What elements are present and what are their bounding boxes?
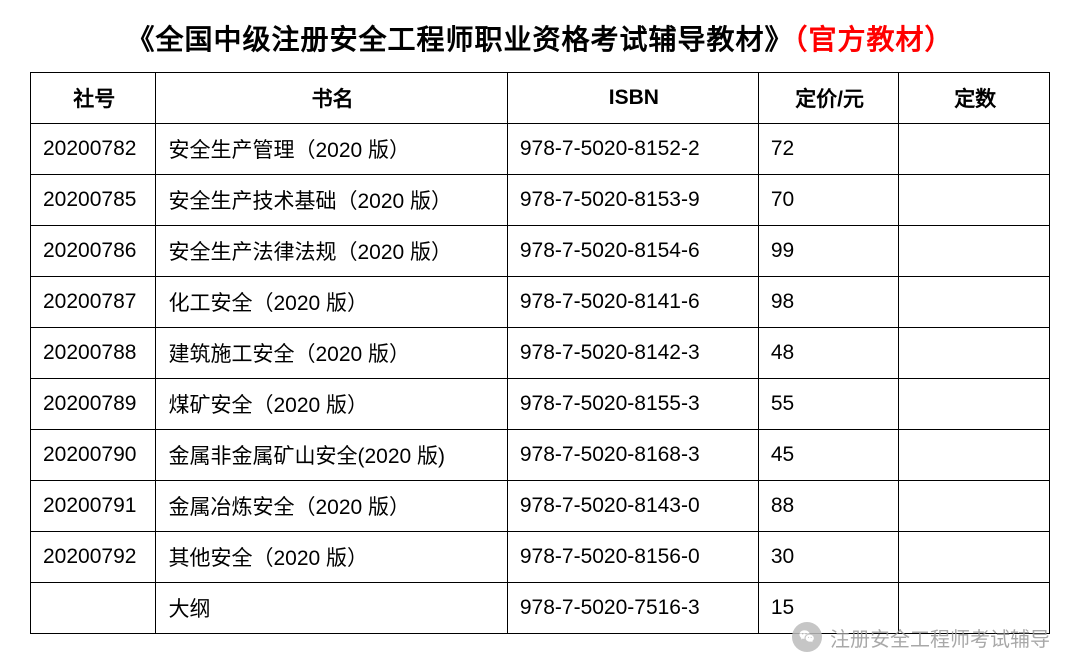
page-title: 《全国中级注册安全工程师职业资格考试辅导教材》（官方教材） [30,18,1050,58]
cell-qty [899,277,1050,328]
col-header-qty: 定数 [899,73,1050,124]
cell-qty [899,430,1050,481]
wechat-icon [792,622,822,652]
watermark-text: 注册安全工程师考试辅导 [830,623,1050,652]
cell-price: 55 [758,379,899,430]
cell-price: 98 [758,277,899,328]
watermark: 注册安全工程师考试辅导 [792,622,1050,652]
col-header-isbn: ISBN [507,73,758,124]
textbook-table: 社号 书名 ISBN 定价/元 定数 20200782安全生产管理（2020 版… [30,72,1050,634]
cell-price: 30 [758,532,899,583]
cell-price: 48 [758,328,899,379]
cell-isbn: 978-7-5020-8141-6 [507,277,758,328]
cell-id: 20200782 [31,124,156,175]
cell-name: 化工安全（2020 版） [156,277,507,328]
col-header-price: 定价/元 [758,73,899,124]
table-row: 20200788建筑施工安全（2020 版）978-7-5020-8142-34… [31,328,1050,379]
table-row: 20200785安全生产技术基础（2020 版）978-7-5020-8153-… [31,175,1050,226]
title-suffix: （官方教材） [794,24,954,55]
cell-qty [899,532,1050,583]
cell-name: 建筑施工安全（2020 版） [156,328,507,379]
cell-id: 20200785 [31,175,156,226]
cell-price: 88 [758,481,899,532]
cell-name: 安全生产法律法规（2020 版） [156,226,507,277]
table-row: 20200790金属非金属矿山安全(2020 版)978-7-5020-8168… [31,430,1050,481]
cell-isbn: 978-7-5020-7516-3 [507,583,758,634]
cell-isbn: 978-7-5020-8168-3 [507,430,758,481]
cell-qty [899,226,1050,277]
cell-name: 安全生产技术基础（2020 版） [156,175,507,226]
cell-qty [899,124,1050,175]
col-header-name: 书名 [156,73,507,124]
cell-isbn: 978-7-5020-8154-6 [507,226,758,277]
cell-qty [899,175,1050,226]
cell-qty [899,328,1050,379]
cell-isbn: 978-7-5020-8153-9 [507,175,758,226]
cell-id [31,583,156,634]
table-row: 20200782安全生产管理（2020 版）978-7-5020-8152-27… [31,124,1050,175]
table-row: 20200786安全生产法律法规（2020 版）978-7-5020-8154-… [31,226,1050,277]
cell-price: 45 [758,430,899,481]
table-header-row: 社号 书名 ISBN 定价/元 定数 [31,73,1050,124]
cell-name: 金属非金属矿山安全(2020 版) [156,430,507,481]
cell-id: 20200787 [31,277,156,328]
cell-price: 72 [758,124,899,175]
cell-name: 其他安全（2020 版） [156,532,507,583]
table-row: 20200792其他安全（2020 版）978-7-5020-8156-030 [31,532,1050,583]
col-header-id: 社号 [31,73,156,124]
cell-price: 70 [758,175,899,226]
cell-isbn: 978-7-5020-8156-0 [507,532,758,583]
cell-isbn: 978-7-5020-8155-3 [507,379,758,430]
cell-name: 煤矿安全（2020 版） [156,379,507,430]
table-row: 20200789煤矿安全（2020 版）978-7-5020-8155-355 [31,379,1050,430]
table-row: 20200787化工安全（2020 版）978-7-5020-8141-698 [31,277,1050,328]
cell-id: 20200789 [31,379,156,430]
cell-isbn: 978-7-5020-8152-2 [507,124,758,175]
table-row: 20200791金属冶炼安全（2020 版）978-7-5020-8143-08… [31,481,1050,532]
cell-name: 安全生产管理（2020 版） [156,124,507,175]
cell-isbn: 978-7-5020-8142-3 [507,328,758,379]
cell-name: 金属冶炼安全（2020 版） [156,481,507,532]
cell-id: 20200792 [31,532,156,583]
cell-qty [899,481,1050,532]
cell-id: 20200791 [31,481,156,532]
title-main: 《全国中级注册安全工程师职业资格考试辅导教材》 [126,24,793,55]
cell-id: 20200788 [31,328,156,379]
cell-id: 20200790 [31,430,156,481]
cell-isbn: 978-7-5020-8143-0 [507,481,758,532]
cell-price: 99 [758,226,899,277]
cell-id: 20200786 [31,226,156,277]
cell-name: 大纲 [156,583,507,634]
cell-qty [899,379,1050,430]
